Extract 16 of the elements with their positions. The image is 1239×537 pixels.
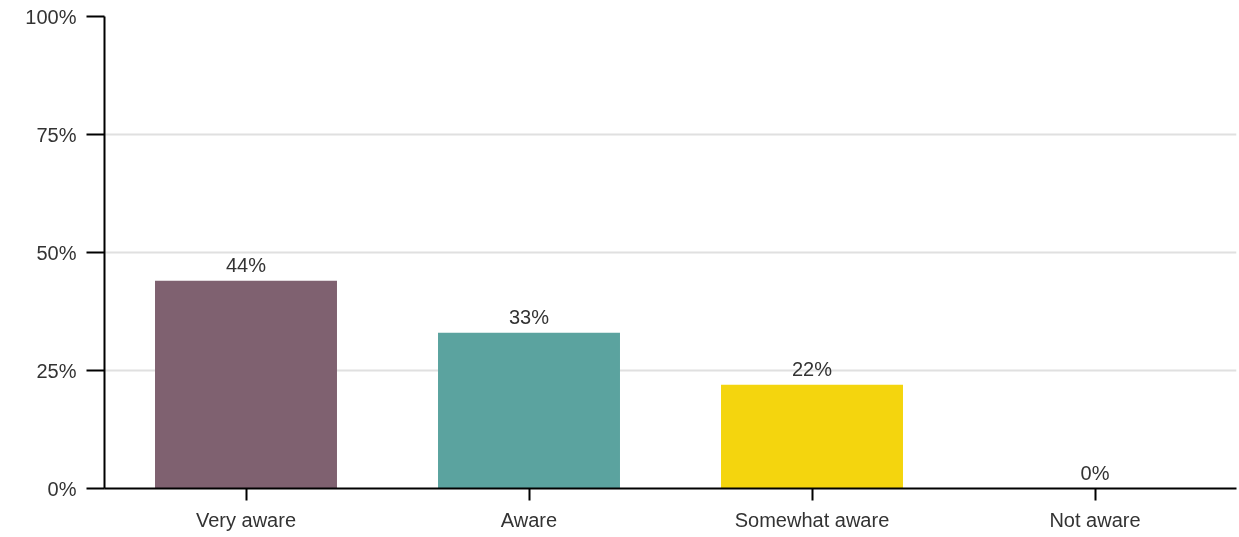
- y-tick-label: 75%: [36, 123, 77, 146]
- bar: [155, 280, 337, 489]
- x-tick-label: Not aware: [1049, 508, 1141, 531]
- x-tick-label: Very aware: [195, 508, 297, 531]
- bar: [438, 332, 620, 489]
- y-tick-label: 0%: [47, 477, 77, 500]
- data-label: 22%: [791, 357, 833, 380]
- x-tick-label: Somewhat aware: [734, 508, 890, 531]
- data-label: 0%: [1080, 461, 1110, 484]
- data-label: 33%: [508, 305, 550, 328]
- y-tick-label: 100%: [25, 5, 77, 28]
- data-label: 44%: [225, 253, 267, 276]
- x-tick-label: Aware: [500, 508, 558, 531]
- y-tick-label: 25%: [36, 359, 77, 382]
- y-tick-label: 50%: [36, 241, 77, 264]
- bar: [721, 384, 903, 489]
